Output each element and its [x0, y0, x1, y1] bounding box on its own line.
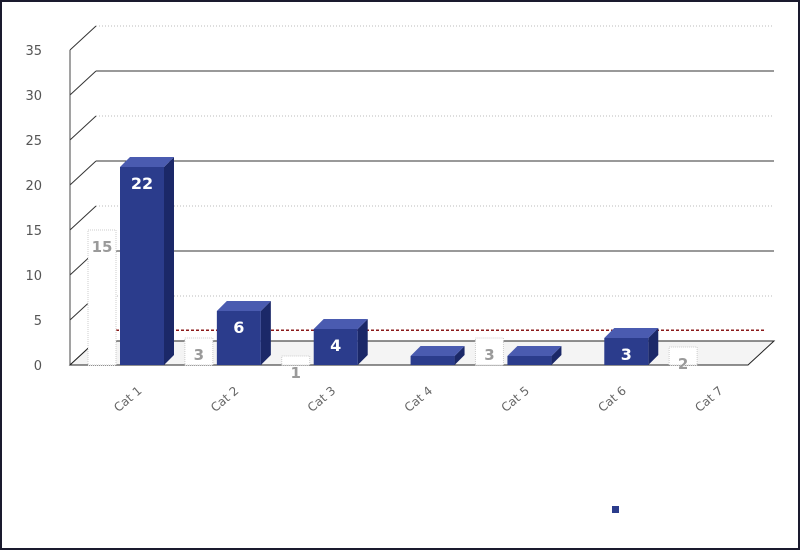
y-tick-label: 5	[34, 314, 42, 329]
bar-label-series-1: 3	[484, 346, 494, 364]
bar-label-series-1: 3	[194, 346, 204, 364]
bar-series-1	[281, 355, 311, 366]
gridline-diagonal	[69, 70, 97, 96]
bar-series-1	[184, 337, 214, 366]
y-tick-label: 30	[25, 89, 42, 104]
bar-series-2	[507, 356, 552, 365]
bar-series-2	[216, 311, 261, 365]
y-tick-label: 15	[25, 224, 42, 239]
bars-layer	[87, 157, 698, 366]
bar-top-series-2	[313, 319, 368, 329]
bar-label-series-2: 4	[330, 336, 341, 355]
y-tick-label: 10	[25, 269, 42, 284]
x-tick-label: Cat 3	[305, 384, 338, 415]
bar-top-series-2	[507, 346, 562, 356]
x-tick-label: Cat 4	[402, 384, 435, 415]
bar-series-1	[87, 229, 117, 366]
bar-label-series-2: 6	[233, 318, 244, 337]
bar-top-series-2	[410, 346, 465, 356]
bar-label-series-1: 15	[92, 238, 113, 256]
bar-top-series-2	[216, 301, 271, 311]
bar-side-series-2	[454, 346, 465, 365]
x-tick-label: Cat 2	[208, 384, 241, 415]
bar-series-2	[604, 338, 649, 365]
bar-side-series-2	[357, 319, 368, 365]
x-tick-label: Cat 1	[111, 384, 144, 415]
bar-top-series-2	[120, 157, 174, 167]
bar-side-series-2	[164, 157, 174, 365]
bar-series-2	[410, 356, 455, 365]
y-tick-label: 0	[34, 359, 42, 374]
bar-label-series-2: 22	[131, 174, 153, 193]
bar-series-2	[120, 167, 164, 365]
x-tick-label: Cat 6	[595, 384, 628, 415]
bar-label-series-1: 1	[290, 364, 300, 382]
bar-label-series-1: 2	[678, 355, 688, 373]
legend-swatch	[612, 506, 619, 513]
legend	[612, 506, 619, 513]
bar-side-series-2	[551, 346, 562, 365]
bar-label-series-2: 3	[621, 345, 632, 364]
x-tick-label: Cat 7	[692, 384, 725, 415]
gridline-diagonal	[69, 115, 97, 141]
bar-series-1	[668, 346, 698, 366]
bar-series-1	[474, 337, 504, 366]
gridline-diagonal	[69, 25, 97, 51]
bar-series-2	[313, 329, 358, 365]
y-tick-label: 20	[25, 179, 42, 194]
grid-layer	[68, 25, 776, 366]
bar-top-series-2	[604, 328, 659, 338]
y-tick-label: 35	[25, 44, 42, 59]
bar-side-series-2	[260, 301, 271, 365]
x-tick-label: Cat 5	[499, 384, 532, 415]
gridline-diagonal	[69, 160, 97, 186]
y-tick-label: 25	[25, 134, 42, 149]
gridline-diagonal	[69, 205, 97, 231]
bar-side-series-2	[648, 328, 659, 365]
